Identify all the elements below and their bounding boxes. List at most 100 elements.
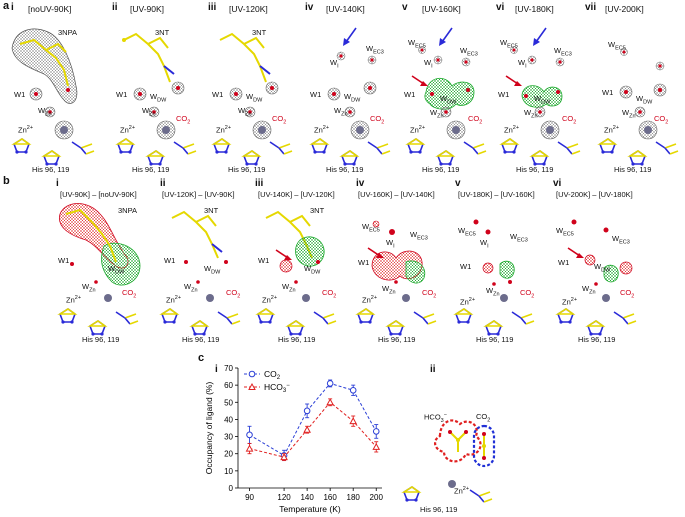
a7-his: His 96, 119: [614, 165, 652, 174]
b-panel-5: [455, 219, 535, 337]
c-roman-i: i: [215, 364, 218, 375]
data-point: [245, 444, 254, 452]
a-title-7: [UV-200K]: [605, 4, 644, 14]
b-title-4: [UV-160K] – [UV-140K]: [358, 190, 435, 199]
a4-w1: W1: [310, 90, 322, 99]
y-axis-label: Occupancy of ligand (%): [204, 382, 214, 475]
a3-w1: W1: [212, 90, 224, 99]
b1-his: His 96, 119: [82, 335, 120, 344]
b1-co2: CO2: [122, 288, 137, 300]
b2-co2: CO2: [226, 288, 241, 300]
a7-wec5: WEC5: [608, 40, 626, 52]
a6-his: His 96, 119: [516, 165, 554, 174]
b5-wec3: WEC3: [510, 232, 528, 244]
cii-co2-label: CO2: [476, 412, 491, 424]
b-panel-2: [161, 210, 241, 337]
c-roman-ii: ii: [430, 364, 436, 375]
cii-zn: Zn2+: [454, 486, 470, 496]
b6-wec3: WEC3: [612, 234, 630, 246]
a-roman-6: vi: [496, 2, 505, 13]
chart-series: [245, 379, 381, 462]
occupancy-chart: 0 10 20 30 40 50 60 70 90 120 140 160 180 200 Temperat…: [204, 364, 383, 514]
a-panel-1: [11, 28, 95, 167]
b-roman-2: ii: [160, 178, 166, 189]
b2-wzn: WZn: [184, 282, 198, 294]
b1-wdw: WDW: [108, 264, 125, 276]
b5-wzn: WZn: [486, 286, 500, 298]
y-tick-label: 20: [224, 450, 233, 459]
a-roman-3: iii: [208, 2, 217, 13]
a2-zn: Zn2+: [120, 125, 136, 135]
a-panel-2: [117, 32, 197, 167]
b4-wec3: WEC3: [410, 230, 428, 242]
series-line: [249, 382, 377, 457]
data-point: [280, 453, 288, 461]
series-line: [249, 401, 377, 458]
b5-wi: WI: [480, 238, 489, 250]
a7-w1: W1: [602, 88, 614, 97]
a1-zn: Zn2+: [18, 125, 34, 135]
y-tick-label: 50: [224, 398, 233, 407]
b-panel-4: [357, 220, 437, 337]
a1-ligand: 3NPA: [58, 28, 78, 37]
b6-w1: W1: [558, 258, 570, 267]
b5-co2: CO2: [520, 288, 535, 300]
a7-co2: CO2: [654, 114, 669, 126]
a1-w1: W1: [14, 90, 26, 99]
a6-wzn: WZn: [524, 108, 538, 120]
a-title-5: [UV-160K]: [422, 4, 461, 14]
b4-w1: W1: [358, 258, 370, 267]
a2-ligand: 3NT: [155, 28, 170, 37]
data-point: [326, 380, 334, 387]
a-roman-7: vii: [585, 2, 597, 13]
b4-co2: CO2: [422, 288, 437, 300]
a4-his: His 96, 119: [326, 165, 364, 174]
b4-wec5: WEC5: [362, 222, 380, 234]
a4-wi: WI: [330, 58, 339, 70]
a7-zn: Zn2+: [604, 125, 620, 135]
b-title-6: [UV-200K] – [UV-180K]: [556, 190, 633, 199]
b1-zn: Zn2+: [66, 295, 82, 305]
b-title-5: [UV-180K] – [UV-160K]: [458, 190, 535, 199]
b-panel-3: [257, 210, 337, 337]
b6-wec5: WEC5: [556, 226, 574, 238]
a-roman-1: i: [11, 2, 14, 13]
b4-wzn: WZn: [382, 284, 396, 296]
a5-wec3: WEC3: [460, 46, 478, 58]
b3-zn: Zn2+: [262, 295, 278, 305]
b2-w1: W1: [164, 256, 176, 265]
a5-wzn: WZn: [430, 108, 444, 120]
a4-zn: Zn2+: [314, 125, 330, 135]
a4-wzn: WZn: [334, 106, 348, 118]
b4-wi: WI: [386, 238, 395, 250]
data-point: [246, 431, 253, 439]
a2-wdw: WDW: [150, 92, 167, 104]
data-point: [349, 386, 357, 394]
y-tick-label: 10: [224, 467, 233, 476]
a2-co2: CO2: [176, 114, 191, 126]
a5-zn: Zn2+: [410, 125, 426, 135]
x-tick-label: 90: [245, 493, 254, 502]
row-b-structures: [58, 203, 637, 337]
x-tick-label: 160: [323, 493, 337, 502]
a3-zn: Zn2+: [216, 125, 232, 135]
b3-wdw: WDW: [304, 264, 321, 276]
b2-zn: Zn2+: [166, 295, 182, 305]
a2-his: His 96, 119: [132, 165, 170, 174]
b5-wec5: WEC5: [458, 226, 476, 238]
b-roman-4: iv: [356, 178, 365, 189]
a-title-4: [UV-140K]: [326, 4, 365, 14]
a3-co2: CO2: [272, 114, 287, 126]
b-title-1: [UV-90K] – [noUV-90K]: [60, 190, 137, 199]
legend-marker: [248, 370, 256, 378]
b3-ligand: 3NT: [310, 206, 325, 215]
b4-zn: Zn2+: [362, 295, 378, 305]
a3-wzn: WZn: [238, 106, 252, 118]
b6-co2: CO2: [620, 288, 635, 300]
a6-wec5: WEC5: [500, 38, 518, 50]
b5-his: His 96, 119: [476, 335, 514, 344]
b3-co2: CO2: [322, 288, 337, 300]
a3-wdw: WDW: [246, 92, 263, 104]
x-tick-label: 120: [277, 493, 291, 502]
